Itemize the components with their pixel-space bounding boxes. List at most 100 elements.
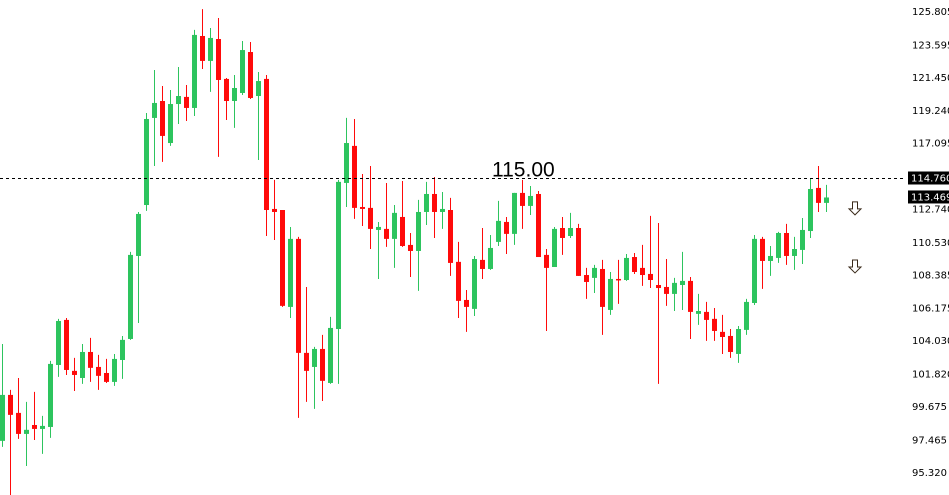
candle-body bbox=[480, 259, 485, 269]
candle-up bbox=[336, 179, 341, 384]
candle-body bbox=[288, 238, 293, 307]
candle-body bbox=[800, 229, 805, 250]
candle-up bbox=[424, 181, 429, 225]
level-annotation: 115.00 bbox=[492, 159, 555, 182]
candle-body bbox=[224, 78, 229, 101]
candle-up bbox=[808, 177, 813, 238]
candle-body bbox=[488, 247, 493, 269]
candle-body bbox=[360, 206, 365, 209]
candle-body bbox=[0, 394, 5, 441]
candle-body bbox=[392, 212, 397, 239]
candle-body bbox=[144, 118, 149, 206]
candle-up bbox=[288, 226, 293, 318]
candle-down bbox=[760, 236, 765, 289]
candle-body bbox=[536, 193, 541, 258]
candle-body bbox=[48, 363, 53, 427]
candle-body bbox=[656, 284, 661, 289]
candle-body bbox=[192, 34, 197, 108]
candle-up bbox=[240, 40, 245, 95]
candle-body bbox=[576, 227, 581, 276]
candle-body bbox=[400, 216, 405, 246]
candle-down bbox=[720, 314, 725, 354]
candle-body bbox=[824, 197, 829, 203]
y-tick-label: 119.240 bbox=[912, 106, 949, 117]
candle-up bbox=[144, 112, 149, 211]
candle-body bbox=[120, 339, 125, 360]
candle-body bbox=[776, 232, 781, 258]
candle-up bbox=[80, 343, 85, 384]
candle-body bbox=[520, 192, 525, 206]
y-tick-label: 117.095 bbox=[912, 139, 949, 150]
candle-body bbox=[528, 195, 533, 206]
y-tick-label: 108.385 bbox=[912, 270, 949, 281]
candle-down bbox=[704, 301, 709, 341]
candle-body bbox=[816, 187, 821, 203]
candle-down bbox=[432, 177, 437, 238]
price-axis: 125.805 123.595 121.450 119.240 117.095 112.7… bbox=[912, 7, 949, 479]
candle-body bbox=[320, 348, 325, 381]
candle-body bbox=[744, 301, 749, 330]
current-price-label: 113.469 bbox=[908, 190, 949, 204]
candle-body bbox=[768, 255, 773, 261]
candle-body bbox=[504, 221, 509, 234]
candle-down bbox=[408, 232, 413, 277]
y-tick-label: 121.450 bbox=[912, 73, 949, 84]
candle-body bbox=[568, 227, 573, 237]
candle-up bbox=[0, 343, 5, 447]
candle-up bbox=[792, 236, 797, 270]
candle-up bbox=[328, 316, 333, 384]
candle-up bbox=[592, 264, 597, 294]
candle-body bbox=[64, 319, 69, 370]
candle-up bbox=[568, 212, 573, 238]
candle-body bbox=[88, 351, 93, 368]
candle-down bbox=[368, 166, 373, 250]
candle-body bbox=[584, 275, 589, 282]
candle-body bbox=[616, 278, 621, 281]
candle-body bbox=[408, 244, 413, 251]
candle-down bbox=[72, 357, 77, 391]
candle-up bbox=[496, 200, 501, 246]
y-tick-label: 110.530 bbox=[912, 238, 949, 249]
candle-down bbox=[688, 276, 693, 339]
candle-down bbox=[96, 354, 101, 390]
candle-body bbox=[728, 335, 733, 352]
candle-body bbox=[672, 282, 677, 294]
candle-up bbox=[776, 231, 781, 263]
candle-up bbox=[608, 271, 613, 315]
candle-down bbox=[456, 241, 461, 318]
candle-down bbox=[160, 86, 165, 162]
candle-body bbox=[752, 238, 757, 303]
candle-down bbox=[360, 174, 365, 227]
candle-up bbox=[40, 415, 45, 454]
candle-down bbox=[272, 179, 277, 240]
candle-down bbox=[576, 223, 581, 276]
candle-body bbox=[72, 370, 77, 375]
candle-down bbox=[712, 307, 717, 341]
candle-down bbox=[448, 197, 453, 276]
candle-body bbox=[136, 213, 141, 256]
candle-body bbox=[384, 228, 389, 239]
candle-down bbox=[536, 190, 541, 258]
candle-up bbox=[392, 205, 397, 268]
candle-down bbox=[64, 317, 69, 375]
svg-text:114.760: 114.760 bbox=[911, 174, 949, 185]
candle-body bbox=[32, 424, 37, 429]
candle-body bbox=[272, 208, 277, 212]
candle-down bbox=[600, 259, 605, 335]
candle-body bbox=[40, 425, 45, 429]
candle-body bbox=[200, 35, 205, 61]
down-arrow-icon bbox=[847, 201, 863, 216]
candle-body bbox=[448, 210, 453, 263]
candle-body bbox=[96, 366, 101, 376]
candle-body bbox=[704, 311, 709, 320]
y-tick-label: 101.820 bbox=[912, 370, 949, 381]
candle-body bbox=[280, 210, 285, 306]
candle-up bbox=[256, 71, 261, 160]
candle-body bbox=[256, 81, 261, 97]
candle-down bbox=[16, 377, 21, 439]
candle-up bbox=[208, 27, 213, 92]
candle-body bbox=[600, 268, 605, 307]
candle-up bbox=[752, 234, 757, 305]
candle-body bbox=[168, 104, 173, 144]
candle-up bbox=[440, 192, 445, 229]
